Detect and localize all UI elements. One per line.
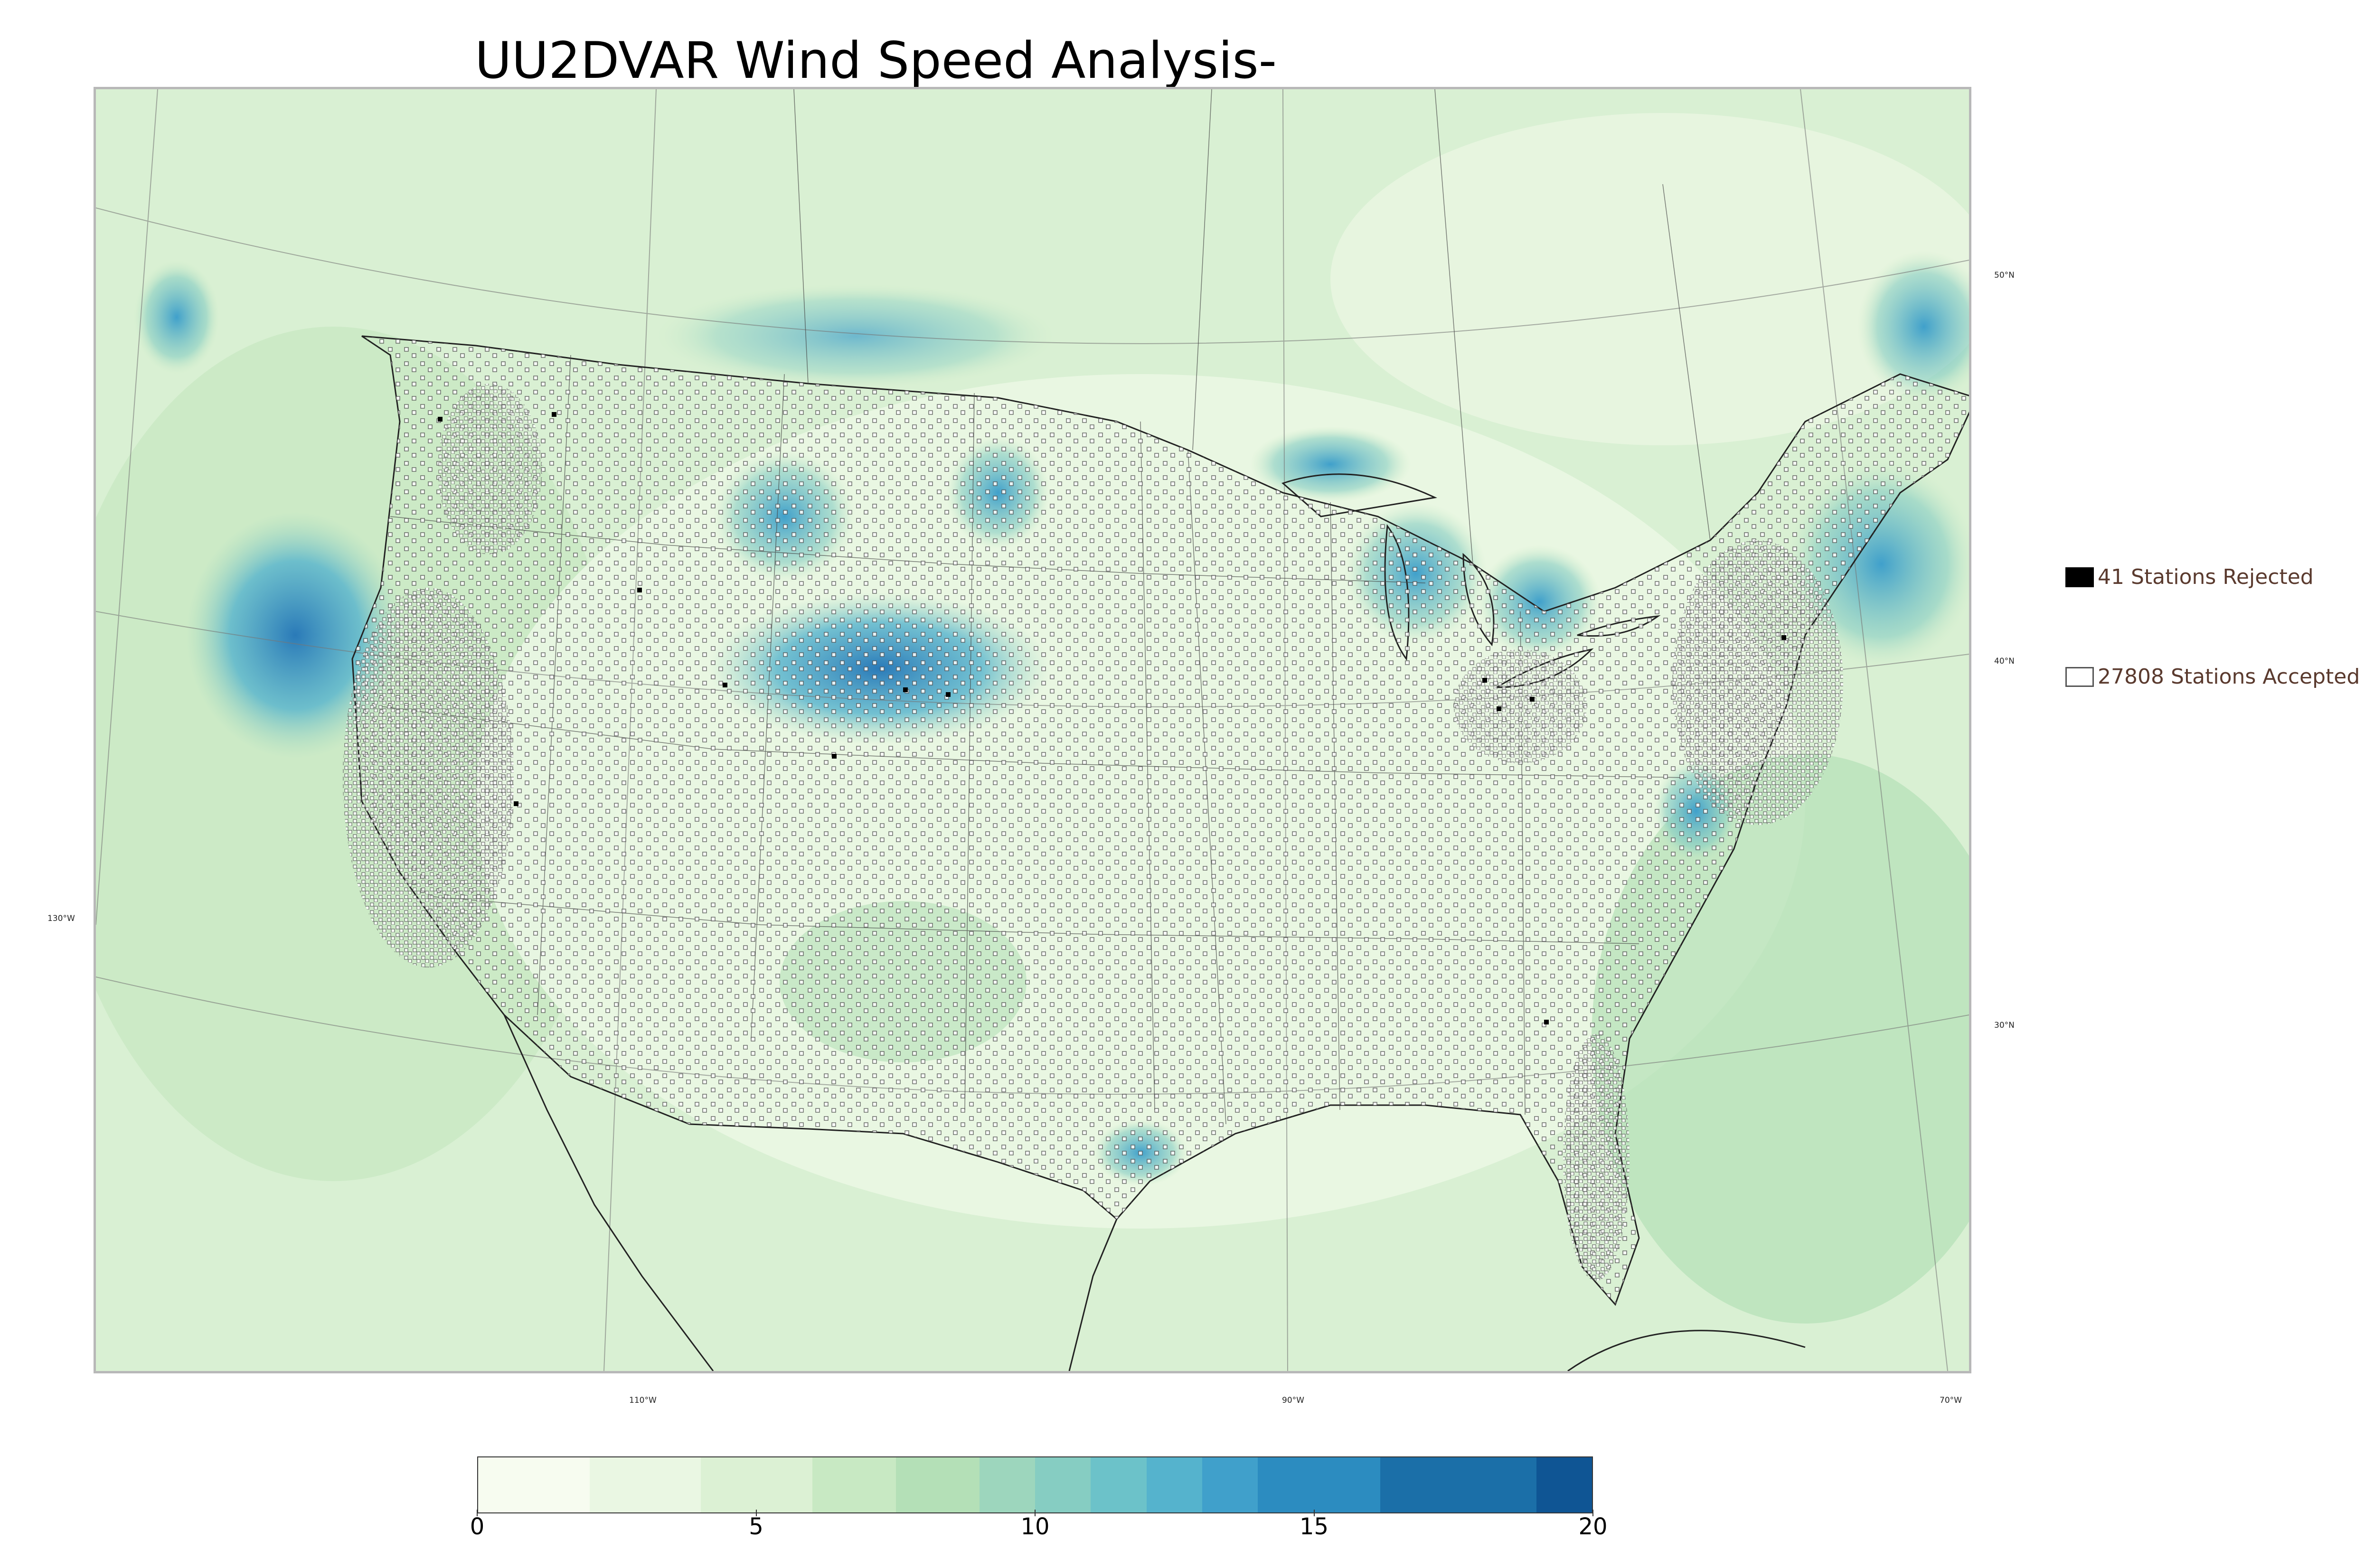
colorbar-segment: [1258, 1457, 1381, 1512]
legend-accepted-label: 27808 Stations Accepted: [2098, 665, 2360, 689]
colorbar-tick: [477, 1510, 478, 1516]
colorbar-tick: [1035, 1510, 1036, 1516]
rejected-stations-layer: [438, 412, 1786, 1024]
colorbar-tick-label: 20: [1578, 1513, 1608, 1540]
lon-label-70w: 70°W: [1940, 1396, 1962, 1405]
colorbar-tick-label: 15: [1299, 1513, 1329, 1540]
colorbar-segment: [895, 1457, 980, 1512]
lat-label-40n: 40°N: [1994, 657, 2015, 666]
lon-label-130w: 130°W: [47, 914, 75, 923]
lat-label-50n: 50°N: [1994, 271, 2015, 280]
colorbar-tick-label: 0: [470, 1513, 485, 1540]
wind-speed-colorbar: [477, 1456, 1593, 1513]
colorbar-segment: [1380, 1457, 1536, 1512]
colorbar-segment: [979, 1457, 1035, 1512]
wind-speed-map: [94, 87, 1971, 1373]
colorbar-segment: [1146, 1457, 1202, 1512]
accepted-stations-layer: [352, 336, 1969, 1305]
colorbar-tick: [755, 1510, 757, 1516]
colorbar-segment: [1091, 1457, 1147, 1512]
accepted-swatch-icon: [2065, 667, 2094, 687]
legend-accepted: 27808 Stations Accepted: [2065, 665, 2360, 689]
colorbar-segment: [1202, 1457, 1258, 1512]
colorbar-tick: [1592, 1510, 1593, 1516]
colorbar-segment: [1035, 1457, 1091, 1512]
rejected-swatch-icon: [2065, 567, 2094, 587]
lon-label-90w: 90°W: [1282, 1396, 1304, 1405]
colorbar-segment: [478, 1457, 590, 1512]
lat-label-30n: 30°N: [1994, 1021, 2015, 1030]
colorbar-segment: [812, 1457, 896, 1512]
lon-label-110w: 110°W: [629, 1396, 657, 1405]
colorbar-tick-label: 10: [1020, 1513, 1050, 1540]
pacific-high-wind-zone: [186, 512, 405, 759]
legend-rejected: 41 Stations Rejected: [2065, 565, 2314, 589]
colorbar-segment: [701, 1457, 812, 1512]
colorbar-segment: [1536, 1457, 1592, 1512]
colorbar-segment: [589, 1457, 701, 1512]
legend-rejected-label: 41 Stations Rejected: [2098, 565, 2314, 589]
colorbar-tick: [1313, 1510, 1315, 1516]
colorbar-tick-label: 5: [749, 1513, 763, 1540]
map-canvas: [96, 89, 1969, 1371]
